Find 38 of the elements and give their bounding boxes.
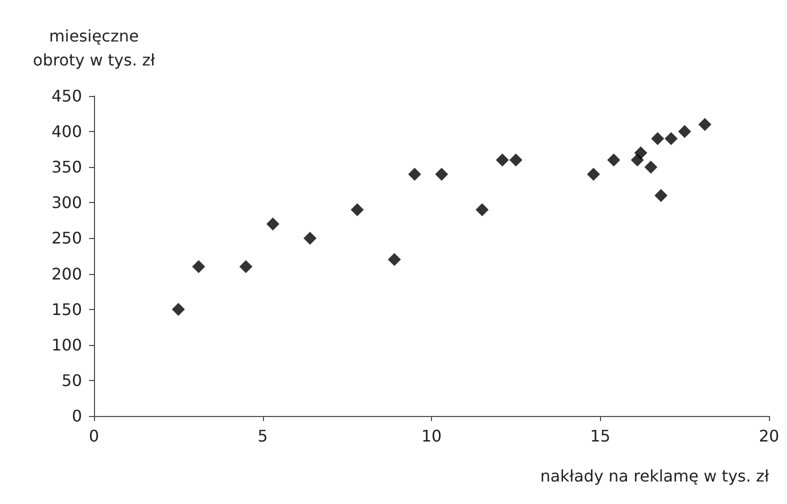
point	[496, 154, 509, 166]
x-tick-label: 0	[88, 426, 100, 446]
point	[509, 154, 522, 166]
point	[266, 218, 280, 230]
y-tick-label: 0	[72, 406, 82, 426]
point	[435, 168, 448, 181]
y-tick-label: 350	[51, 158, 82, 177]
point	[476, 203, 489, 216]
y-tick-label: 450	[51, 86, 82, 106]
x-axis-title: nakłady na reklamę w tys. zł	[540, 466, 770, 486]
point	[634, 146, 648, 160]
point	[651, 132, 664, 146]
y-tick-label: 100	[51, 335, 82, 354]
point	[304, 232, 316, 245]
y-tick-label: 150	[51, 300, 82, 319]
point	[587, 168, 600, 181]
y-tick-label: 300	[51, 193, 82, 212]
x-tick-label: 10	[421, 426, 442, 446]
point	[388, 253, 401, 266]
point	[644, 160, 658, 174]
point	[192, 260, 206, 274]
point	[664, 132, 678, 146]
y-tick-label: 50	[62, 370, 82, 390]
point	[408, 168, 422, 181]
x-tick-label: 20	[758, 426, 780, 446]
point	[172, 302, 185, 316]
point	[654, 189, 668, 202]
point	[350, 203, 364, 216]
point	[239, 260, 252, 274]
point	[607, 154, 620, 166]
x-tick-label: 5	[258, 426, 268, 446]
y-tick-label: 200	[51, 264, 82, 284]
point	[678, 125, 692, 138]
y-tick-label: 400	[51, 122, 82, 142]
y-tick-label: 250	[51, 228, 82, 248]
point	[698, 118, 712, 131]
y-axis-title: miesięczne obroty w tys. zł	[32, 26, 156, 70]
x-tick-label: 15	[590, 426, 610, 446]
